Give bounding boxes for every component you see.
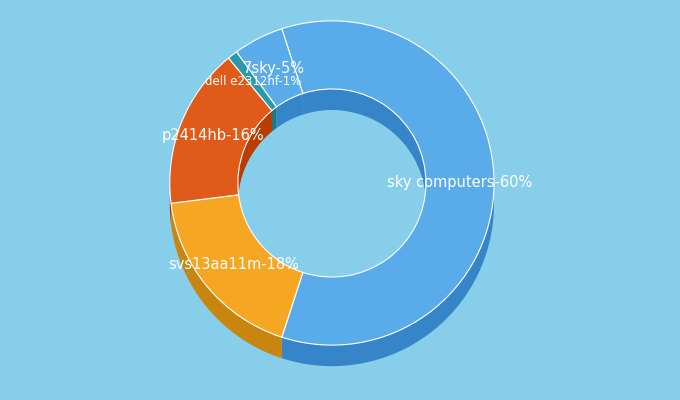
Wedge shape	[282, 21, 494, 345]
Text: sky computers-60%: sky computers-60%	[388, 176, 532, 190]
Polygon shape	[239, 195, 303, 294]
Polygon shape	[272, 107, 277, 132]
Polygon shape	[238, 110, 272, 216]
Wedge shape	[171, 195, 303, 337]
Polygon shape	[303, 89, 426, 298]
Text: 7sky-5%: 7sky-5%	[243, 61, 305, 76]
Wedge shape	[237, 29, 303, 107]
Wedge shape	[170, 58, 272, 203]
Polygon shape	[228, 52, 237, 79]
Text: p2414hb-16%: p2414hb-16%	[161, 128, 264, 143]
Polygon shape	[282, 21, 494, 366]
Text: svs13aa11m-18%: svs13aa11m-18%	[168, 257, 299, 272]
Polygon shape	[237, 29, 282, 73]
Polygon shape	[171, 203, 282, 358]
Polygon shape	[277, 94, 303, 128]
Text: dell e2312hf-1%: dell e2312hf-1%	[205, 75, 301, 88]
Polygon shape	[170, 58, 228, 224]
Wedge shape	[228, 52, 277, 110]
